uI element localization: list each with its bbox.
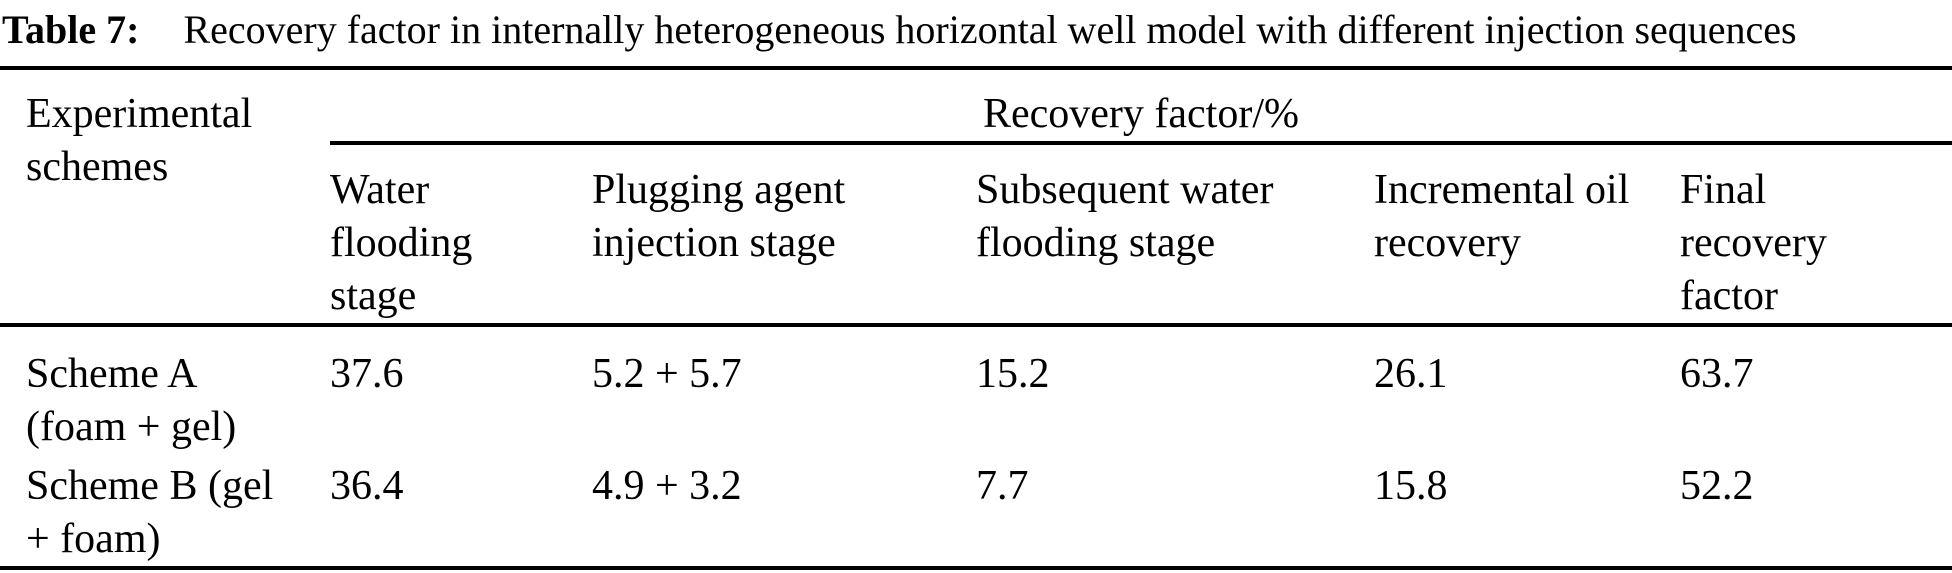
column-header-experimental-schemes: Experimental schemes <box>26 91 253 190</box>
column-header-plugging-agent-injection-stage: Plugging agent injection stage <box>592 167 846 266</box>
scheme-a-plugging-agent-value: 5.2 + 5.7 <box>592 351 742 397</box>
table-header: Experimental schemes Recovery factor/% W… <box>0 68 1952 325</box>
sub-header-row: Water flooding stage Plugging agent inje… <box>0 143 1952 325</box>
table-caption-text: Recovery factor in internally heterogene… <box>183 7 1797 52</box>
scheme-b-subsequent-water-value: 7.7 <box>976 463 1029 509</box>
table-caption-label: Table 7: <box>2 7 140 52</box>
scheme-a-final-recovery-value: 63.7 <box>1680 351 1754 397</box>
scheme-b-water-flooding-value: 36.4 <box>330 463 404 509</box>
scheme-a-subsequent-water-value: 15.2 <box>976 351 1050 397</box>
results-table: Experimental schemes Recovery factor/% W… <box>0 66 1952 570</box>
table-caption: Table 7: Recovery factor in internally he… <box>0 0 1952 54</box>
scheme-b-plugging-agent-value: 4.9 + 3.2 <box>592 463 742 509</box>
table-body: Scheme A (foam + gel) 37.6 5.2 + 5.7 15.… <box>0 325 1952 568</box>
column-header-water-flooding-stage: Water flooding stage <box>330 167 473 319</box>
scheme-a-label: Scheme A (foam + gel) <box>26 351 237 450</box>
scheme-b-incremental-oil-value: 15.8 <box>1374 463 1448 509</box>
column-header-incremental-oil-recovery: Incremental oil recovery <box>1374 167 1630 266</box>
group-header-row: Experimental schemes Recovery factor/% <box>0 68 1952 190</box>
scheme-b-label: Scheme B (gel + foam) <box>26 463 274 562</box>
group-header-recovery-factor: Recovery factor/% <box>330 68 1952 145</box>
scheme-a-incremental-oil-value: 26.1 <box>1374 351 1448 397</box>
column-header-subsequent-water-flooding-stage: Subsequent water flooding stage <box>976 167 1274 266</box>
scheme-a-water-flooding-value: 37.6 <box>330 351 404 397</box>
table-row-scheme-a: Scheme A (foam + gel) 37.6 5.2 + 5.7 15.… <box>0 325 1952 458</box>
table-row-scheme-b: Scheme B (gel + foam) 36.4 4.9 + 3.2 7.7… <box>0 458 1952 568</box>
column-header-final-recovery-factor: Final recovery factor <box>1680 167 1827 319</box>
scheme-b-final-recovery-value: 52.2 <box>1680 463 1754 509</box>
